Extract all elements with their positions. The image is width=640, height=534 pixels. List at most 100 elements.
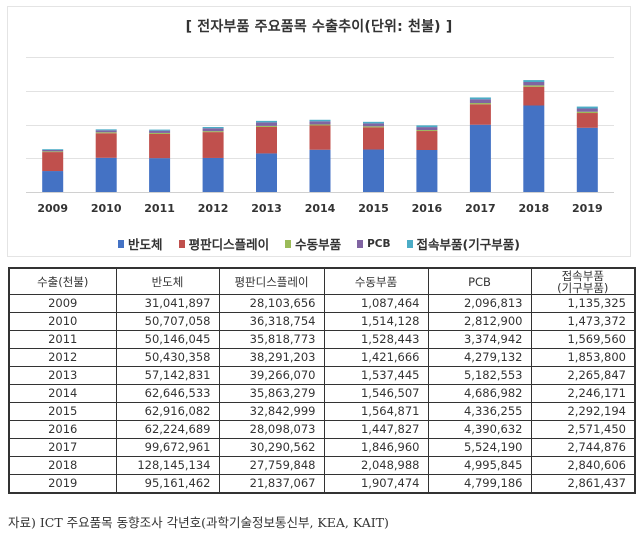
bar-segment-2017-4	[469, 97, 491, 100]
value-cell: 2,048,988	[323, 456, 429, 475]
x-tick-label: 2016	[412, 202, 443, 215]
value-cell: 1,564,871	[323, 402, 429, 421]
bar-segment-2014-1	[309, 125, 331, 150]
legend-label: 접속부품(기구부품)	[416, 237, 520, 252]
bar-segment-2011-3	[149, 130, 171, 133]
table-row: 2015 62,916,082 32,842,999 1,564,871 4,336,2…	[8, 402, 636, 421]
value-cell: 5,524,190	[427, 438, 532, 457]
bar-segment-2019-0	[576, 127, 598, 192]
column-header: 수출(천불)	[8, 267, 117, 295]
bar-segment-2012-0	[202, 157, 224, 192]
bar-segment-2013-0	[256, 153, 277, 192]
bar-segment-2009-0	[42, 171, 64, 192]
bar-segment-2018-3	[523, 82, 545, 86]
column-header-text: 수출(천불)	[37, 274, 89, 289]
bar-segment-2009-3	[42, 149, 64, 152]
bar-segment-2014-2	[309, 124, 331, 126]
export-data-table: 수출(천불) 반도체 평판디스플레이 수동부품 PCB 접속부품 (기구부품) 2009 31…	[8, 267, 636, 494]
value-cell: 50,146,045	[115, 330, 220, 349]
bar-segment-2010-0	[95, 157, 117, 192]
bar-segment-2016-1	[416, 131, 438, 150]
chart-title: [ 전자부품 주요품목 수출추이(단위: 천불) ]	[185, 19, 453, 35]
x-tick-label: 2019	[572, 202, 603, 215]
bar-segment-2012-2	[202, 131, 224, 133]
bar-segment-2016-0	[416, 150, 438, 192]
value-cell: 35,863,279	[218, 384, 325, 403]
legend-item: PCB	[357, 238, 391, 250]
value-cell: 4,279,132	[427, 348, 532, 367]
value-cell: 128,145,134	[115, 456, 220, 475]
column-header-text: PCB	[468, 274, 491, 289]
value-cell: 2,292,194	[530, 402, 636, 421]
column-header: 접속부품 (기구부품)	[530, 267, 636, 295]
column-header: PCB	[427, 267, 532, 295]
table-row: 2010 50,707,058 36,318,754 1,514,128 2,812,9…	[8, 312, 636, 331]
year-cell: 2019	[8, 474, 117, 494]
value-cell: 1,087,464	[323, 294, 429, 313]
source-footnote: 자료) ICT 주요품목 동향조사 각년호(과학기술정보통신부, KEA, KA…	[8, 515, 389, 530]
value-cell: 28,098,073	[218, 420, 325, 439]
table-row: 2012 50,430,358 38,291,203 1,421,666 4,279,1…	[8, 348, 636, 367]
year-cell: 2009	[8, 294, 117, 313]
bar-segment-2009-4	[42, 149, 64, 150]
bar-segment-2010-4	[95, 129, 117, 131]
bar-segment-2017-0	[469, 124, 491, 192]
x-tick-label: 2010	[91, 202, 122, 215]
bar-segment-2018-4	[523, 80, 545, 83]
value-cell: 1,135,325	[530, 294, 636, 313]
bar-segment-2018-1	[523, 86, 545, 106]
bar-segment-2015-4	[363, 121, 384, 124]
column-header-text: 접속부품	[561, 268, 604, 283]
value-cell: 38,291,203	[218, 348, 325, 367]
bar-segment-2018-2	[523, 85, 545, 87]
x-tick-label: 2018	[518, 202, 549, 215]
column-header-text: 반도체	[151, 274, 184, 289]
value-cell: 2,571,450	[530, 420, 636, 439]
table-row: 2019 95,161,462 21,837,067 1,907,474 4,799,1…	[8, 474, 636, 494]
year-cell: 2013	[8, 366, 117, 385]
x-tick-label: 2011	[144, 202, 175, 215]
column-header-text: 평판디스플레이	[234, 274, 309, 289]
year-cell: 2011	[8, 330, 117, 349]
bar-segment-2017-1	[469, 104, 491, 125]
value-cell: 95,161,462	[115, 474, 220, 494]
legend-item: 수동부품	[285, 234, 341, 253]
bar-segment-2015-2	[363, 126, 384, 128]
legend-swatch	[285, 239, 292, 248]
stacked-bar-chart: 2009 2010 2011 2012 2013 2014 2015 2016 2017 2018…	[26, 57, 614, 215]
value-cell: 27,759,848	[218, 456, 325, 475]
bar-segment-2016-4	[416, 125, 438, 128]
column-header: 반도체	[115, 267, 220, 295]
column-header: 평판디스플레이	[218, 267, 325, 295]
x-tick-label: 2009	[37, 202, 68, 215]
bar-segment-2019-4	[576, 106, 598, 109]
x-tick-label: 2015	[358, 202, 389, 215]
legend-swatch	[118, 239, 125, 248]
bar-segment-2013-1	[256, 126, 277, 154]
bar-segment-2019-3	[576, 108, 598, 112]
legend-item: 평판디스플레이	[178, 234, 270, 253]
x-tick-label: 2012	[198, 202, 229, 215]
bar-segment-2013-3	[256, 122, 277, 126]
value-cell: 1,546,507	[323, 384, 429, 403]
bar-segment-2017-3	[469, 99, 491, 104]
column-header: 수동부품	[323, 267, 429, 295]
value-cell: 62,224,689	[115, 420, 220, 439]
value-cell: 3,374,942	[427, 330, 532, 349]
value-cell: 1,528,443	[323, 330, 429, 349]
legend-item: 반도체	[118, 234, 163, 253]
value-cell: 35,818,773	[218, 330, 325, 349]
year-cell: 2016	[8, 420, 117, 439]
table-row: 2009 31,041,897 28,103,656 1,087,464 2,096,8…	[8, 294, 636, 313]
x-tick-label: 2013	[251, 202, 282, 215]
bar-segment-2015-0	[363, 149, 384, 192]
legend-item: 접속부품(기구부품)	[406, 234, 520, 253]
value-cell: 2,861,437	[530, 474, 636, 494]
table-header-row: 수출(천불) 반도체 평판디스플레이 수동부품 PCB 접속부품 (기구부품)	[8, 267, 636, 295]
column-header-subtext: (기구부품)	[557, 280, 609, 295]
value-cell: 4,336,255	[427, 402, 532, 421]
legend-swatch	[406, 239, 413, 248]
value-cell: 1,473,372	[530, 312, 636, 331]
bar-segment-2014-4	[309, 119, 331, 122]
legend-label: 평판디스플레이	[188, 237, 270, 252]
